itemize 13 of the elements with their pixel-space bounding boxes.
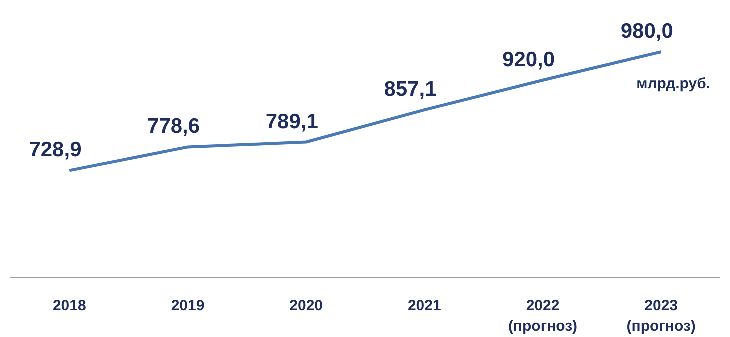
- x-tick-label: 2018: [52, 298, 86, 314]
- data-label: 789,1: [266, 110, 319, 134]
- annotation: млрд.руб.: [636, 76, 710, 92]
- x-tick-label: 2021: [408, 298, 442, 314]
- data-label: 778,6: [148, 115, 200, 138]
- x-tick-label: 2022 (прогноз): [508, 298, 578, 335]
- x-tick-label: 2023 (прогноз): [626, 298, 696, 335]
- data-label: 980,0: [620, 20, 674, 44]
- data-label: 857,1: [384, 78, 438, 102]
- x-tick-label: 2020: [290, 298, 324, 314]
- data-label: 728,9: [29, 138, 82, 162]
- data-label: 920,0: [502, 48, 556, 72]
- x-tick-label: 2019: [171, 298, 205, 314]
